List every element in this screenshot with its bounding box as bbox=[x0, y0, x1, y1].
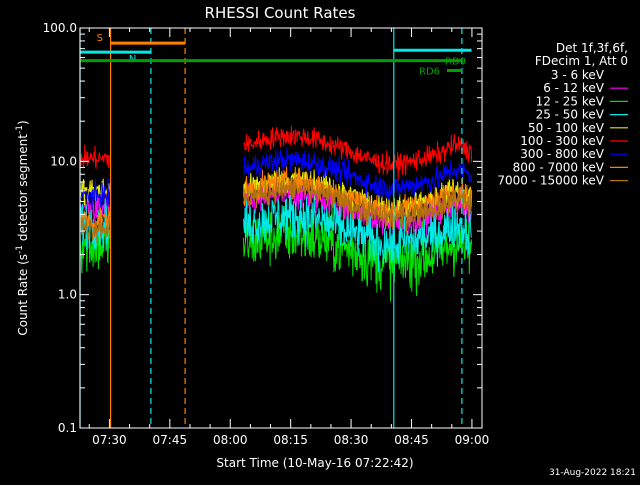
axis-layer: 100.0 10.0 1.0 0.1 07:30 07:45 08:00 08:15 08:30… bbox=[43, 21, 490, 447]
y-tick-label: 100.0 bbox=[43, 21, 77, 35]
x-tick-label: 08:30 bbox=[334, 433, 369, 447]
series-7000-15000-kev bbox=[79, 171, 473, 244]
legend-label: 25 - 50 keV bbox=[536, 108, 605, 122]
legend-label: 100 - 300 keV bbox=[520, 134, 604, 148]
series-line-segment bbox=[79, 177, 111, 210]
x-tick-label: 07:30 bbox=[92, 433, 127, 447]
legend-header-line-1: Det 1f,3f,6f, bbox=[556, 41, 628, 55]
y-axis-label: Count Rate (s-1 detector segment-1) bbox=[15, 120, 30, 335]
series-line-segment bbox=[79, 144, 111, 169]
series-line-segment bbox=[243, 192, 473, 273]
series-300-800-kev bbox=[79, 147, 473, 210]
x-tick-label: 07:45 bbox=[153, 433, 188, 447]
x-tick-label: 08:15 bbox=[273, 433, 308, 447]
legend-label: 3 - 6 keV bbox=[551, 68, 605, 82]
series-line-segment bbox=[79, 221, 111, 274]
status-bar-layer: SNRD6RD9 bbox=[80, 33, 472, 78]
x-tick-label: 08:00 bbox=[213, 433, 248, 447]
y-tick-label: 1.0 bbox=[58, 288, 77, 302]
footer-timestamp: 31-Aug-2022 18:21 bbox=[549, 468, 636, 478]
legend-label: 7000 - 15000 keV bbox=[497, 174, 604, 188]
status-bar-label: RD6 bbox=[419, 67, 440, 78]
y-tick-label: 10.0 bbox=[50, 154, 77, 168]
legend-label: 800 - 7000 keV bbox=[513, 160, 605, 174]
y-tick-label: 0.1 bbox=[58, 421, 77, 435]
legend-header-line-2: FDecim 1, Att 0 bbox=[535, 54, 628, 68]
series-line-segment bbox=[243, 166, 473, 229]
series-line-segment bbox=[243, 147, 473, 200]
x-axis-label: Start Time (10-May-16 07:22:42) bbox=[216, 456, 413, 470]
series-line-segment bbox=[243, 126, 473, 181]
status-bar-label: S bbox=[97, 33, 103, 44]
chart-title: RHESSI Count Rates bbox=[205, 4, 356, 22]
x-tick-label: 08:45 bbox=[394, 433, 429, 447]
series-line-segment bbox=[79, 216, 111, 244]
legend-label: 12 - 25 keV bbox=[536, 94, 605, 108]
status-bar-label: RD9 bbox=[445, 57, 466, 68]
series-layer bbox=[79, 126, 473, 369]
series-line-segment bbox=[243, 171, 473, 233]
x-tick-label: 09:00 bbox=[455, 433, 490, 447]
plot-frame bbox=[79, 27, 483, 429]
legend-label: 50 - 100 keV bbox=[528, 121, 605, 135]
legend-label: 6 - 12 keV bbox=[543, 81, 605, 95]
series-100-300-kev bbox=[79, 126, 473, 181]
legend-label: 300 - 800 keV bbox=[520, 147, 604, 161]
series-line-segment bbox=[79, 187, 111, 369]
